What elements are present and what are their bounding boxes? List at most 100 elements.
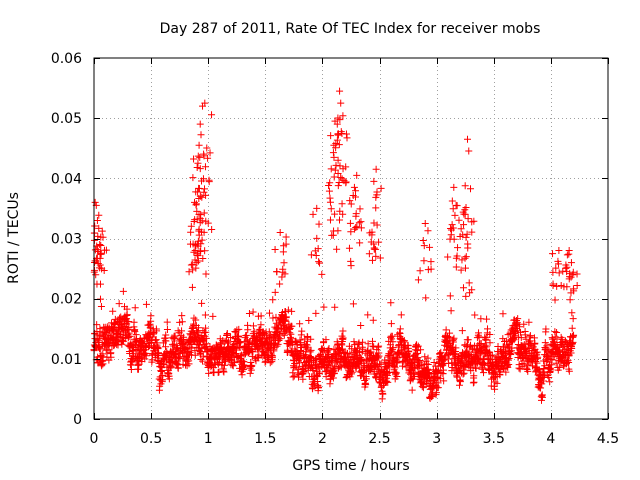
data-point [309,210,317,218]
data-point [334,182,342,190]
data-point [346,219,354,227]
data-point [297,346,305,354]
data-point [276,335,284,343]
data-point [190,314,198,322]
data-point [107,353,115,361]
data-point [326,198,334,206]
data-point [316,259,324,267]
data-point [185,268,193,276]
data-point [375,342,383,350]
data-point [208,111,216,119]
data-point [198,299,206,307]
data-point [356,205,364,213]
data-point [184,355,192,363]
data-point [155,350,163,358]
data-point [338,341,346,349]
data-point [483,315,491,323]
data-point [458,256,466,264]
data-point [163,318,171,326]
data-point [97,345,105,353]
data-point [130,318,138,326]
x-tick-label: 3 [432,431,441,447]
y-axis-label: ROTI / TECUs [6,192,22,284]
data-point [282,313,290,321]
data-point [454,244,462,252]
data-point [357,322,365,330]
data-point [462,253,470,261]
data-point [199,357,207,365]
data-point [420,257,428,265]
data-point [178,327,186,335]
data-point [471,311,479,319]
data-point [315,258,323,266]
data-point [162,337,170,345]
y-tick-label: 0.03 [51,232,82,248]
data-point [152,336,160,344]
data-point [307,346,315,354]
data-point [287,330,295,338]
data-point [376,254,384,262]
data-point [452,263,460,271]
data-point [191,351,199,359]
data-point [464,135,472,143]
data-point [448,221,456,229]
data-point [549,282,557,290]
data-point [195,324,203,332]
data-point [426,243,434,251]
data-point [131,328,139,336]
data-point [331,303,339,311]
data-point [220,368,228,376]
data-point [208,226,216,234]
data-point [94,232,102,240]
data-point [279,248,287,256]
data-point [458,327,466,335]
data-point [424,227,432,235]
data-point [97,241,105,249]
data-point [240,358,248,366]
data-point [113,338,121,346]
data-point [470,378,478,386]
x-tick-label: 0 [90,431,99,447]
data-point [327,205,335,213]
data-point [338,175,346,183]
data-point [159,360,167,368]
data-point [147,312,155,320]
y-tick-label: 0 [73,412,82,428]
data-point [249,308,257,316]
data-point [419,237,427,245]
data-point [322,336,330,344]
data-point [205,176,213,184]
data-point [115,300,123,308]
data-point [274,340,282,348]
data-point [343,134,351,142]
data-point [189,174,197,182]
data-point [245,310,253,318]
data-point [246,369,254,377]
data-point [307,251,315,259]
data-point [275,336,283,344]
x-tick-label: 4.5 [597,431,619,447]
data-point [131,304,139,312]
data-point [127,365,135,373]
data-point [232,346,240,354]
data-point [337,99,345,107]
data-point [178,318,186,326]
data-point [327,357,335,365]
data-point [372,245,380,253]
data-point [288,322,296,330]
data-point [368,256,376,264]
data-point [356,239,364,247]
data-point [350,338,358,346]
data-point [327,165,335,173]
x-tick-label: 1 [204,431,213,447]
data-point [447,231,455,239]
data-point [325,187,333,195]
data-point [249,322,257,330]
data-point [254,344,262,352]
data-point [448,197,456,205]
data-point [162,331,170,339]
data-point [290,364,298,372]
data-point [248,362,256,370]
data-point [568,324,576,332]
data-point [180,333,188,341]
